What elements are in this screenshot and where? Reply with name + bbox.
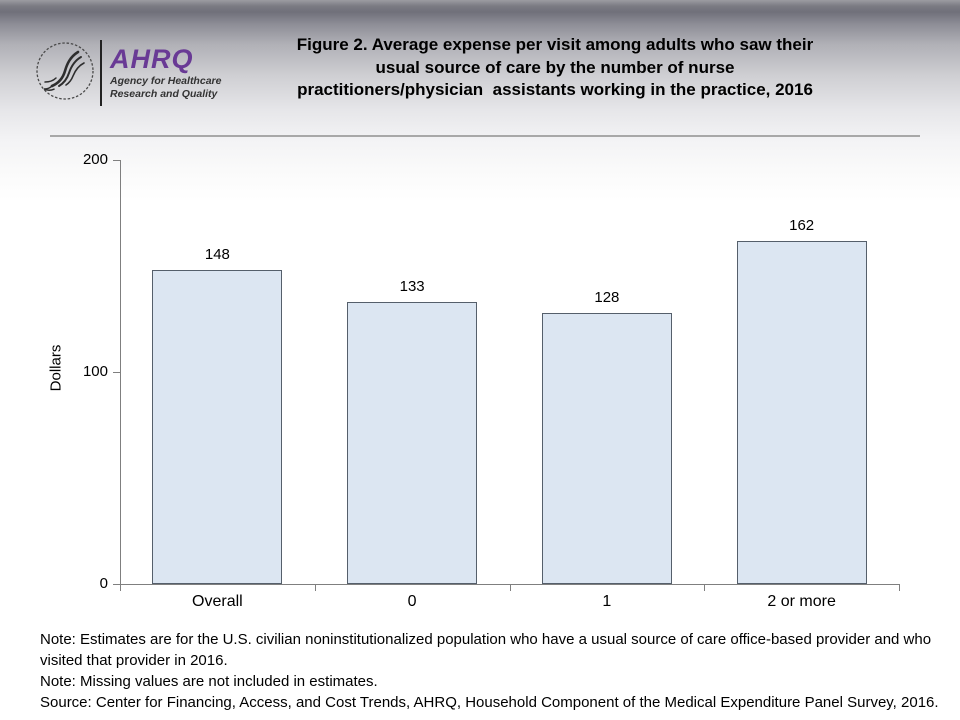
x-axis-category-label: 1 xyxy=(602,593,612,610)
y-axis-tick-mark xyxy=(113,372,120,373)
x-axis-category-label: Overall xyxy=(192,593,243,610)
x-axis-category-label: 2 or more xyxy=(767,593,836,610)
ahrq-tagline-line1: Agency for Healthcare xyxy=(110,74,222,87)
bar-value-label: 133 xyxy=(399,278,425,296)
x-axis-tick-mark xyxy=(509,585,511,591)
y-axis-tick-mark xyxy=(113,584,120,585)
bar-overall xyxy=(152,270,283,584)
logo-divider xyxy=(100,40,102,106)
bar-2-or-more xyxy=(736,240,867,584)
hhs-eagle-icon xyxy=(34,40,96,107)
header-rule xyxy=(50,135,920,137)
note-population: Note: Estimates are for the U.S. civilia… xyxy=(40,631,932,669)
figure-title-line3: practitioners/physician assistants worki… xyxy=(297,80,813,99)
figure-title: Figure 2. Average expense per visit amon… xyxy=(205,34,905,102)
x-axis-tick-mark xyxy=(314,585,316,591)
figure-title-line2: usual source of care by the number of nu… xyxy=(375,57,735,77)
y-axis-tick-label: 0 xyxy=(99,575,108,592)
bar-1 xyxy=(541,312,672,584)
source-line: Source: Center for Financing, Access, an… xyxy=(40,694,939,711)
x-axis-tick-mark xyxy=(120,585,121,591)
bar-value-label: 162 xyxy=(789,216,815,234)
figure-title-line1: Figure 2. Average expense per visit amon… xyxy=(296,35,814,54)
bar-value-label: 128 xyxy=(594,288,620,306)
header-gradient-band xyxy=(0,0,960,200)
x-axis-tick-mark xyxy=(899,585,900,591)
footnotes: Note: Estimates are for the U.S. civilia… xyxy=(40,629,945,713)
bar-0 xyxy=(347,302,478,584)
y-axis-tick-label: 100 xyxy=(82,363,108,380)
y-axis-tick-label: 200 xyxy=(82,151,108,168)
y-axis-tick-mark xyxy=(113,160,120,161)
bar-value-label: 148 xyxy=(204,246,230,264)
ahrq-abbr-text: AHRQ xyxy=(110,43,194,74)
ahrq-tagline-line2: Research and Quality xyxy=(110,87,218,100)
note-missing-values: Note: Missing values are not included in… xyxy=(40,673,378,690)
x-axis-tick-mark xyxy=(704,585,706,591)
ahrq-logo: AHRQ Agency for Healthcare Research and … xyxy=(34,38,221,108)
plot-area xyxy=(120,160,900,585)
ahrq-wordmark: AHRQ Agency for Healthcare Research and … xyxy=(110,43,222,100)
x-axis-category-label: 0 xyxy=(407,593,417,610)
